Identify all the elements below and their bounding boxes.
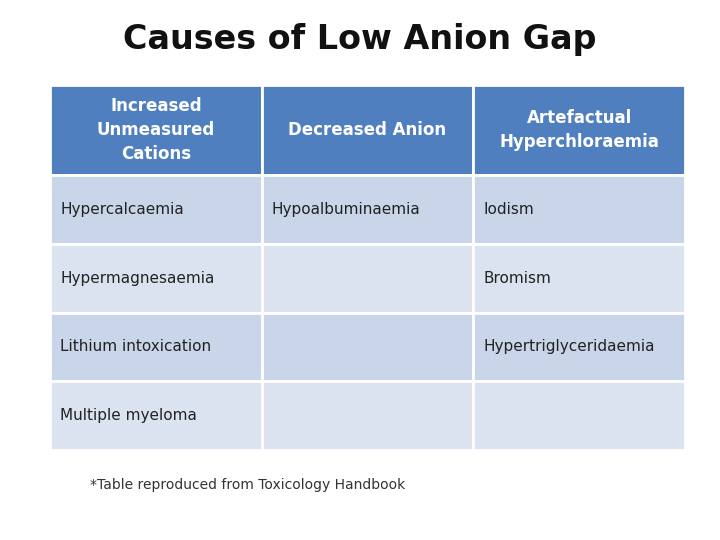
FancyBboxPatch shape [50,175,261,244]
FancyBboxPatch shape [50,313,261,381]
FancyBboxPatch shape [261,381,473,450]
Text: Lithium intoxication: Lithium intoxication [60,339,211,354]
Text: Hypermagnesaemia: Hypermagnesaemia [60,271,215,286]
Text: Artefactual
Hyperchloraemia: Artefactual Hyperchloraemia [499,109,659,151]
FancyBboxPatch shape [473,381,685,450]
Text: Increased
Unmeasured
Cations: Increased Unmeasured Cations [96,97,215,163]
Text: Multiple myeloma: Multiple myeloma [60,408,197,423]
Text: Causes of Low Anion Gap: Causes of Low Anion Gap [123,24,597,57]
FancyBboxPatch shape [261,175,473,244]
FancyBboxPatch shape [261,85,473,175]
Text: Hypertriglyceridaemia: Hypertriglyceridaemia [483,339,654,354]
FancyBboxPatch shape [50,85,261,175]
Text: Decreased Anion: Decreased Anion [289,121,446,139]
FancyBboxPatch shape [261,313,473,381]
FancyBboxPatch shape [50,381,261,450]
FancyBboxPatch shape [473,85,685,175]
Text: Hypoalbuminaemia: Hypoalbuminaemia [271,202,420,217]
FancyBboxPatch shape [473,244,685,313]
FancyBboxPatch shape [50,244,261,313]
Text: *Table reproduced from Toxicology Handbook: *Table reproduced from Toxicology Handbo… [90,478,405,492]
FancyBboxPatch shape [473,175,685,244]
Text: Iodism: Iodism [483,202,534,217]
FancyBboxPatch shape [473,313,685,381]
FancyBboxPatch shape [261,244,473,313]
Text: Bromism: Bromism [483,271,552,286]
Text: Hypercalcaemia: Hypercalcaemia [60,202,184,217]
